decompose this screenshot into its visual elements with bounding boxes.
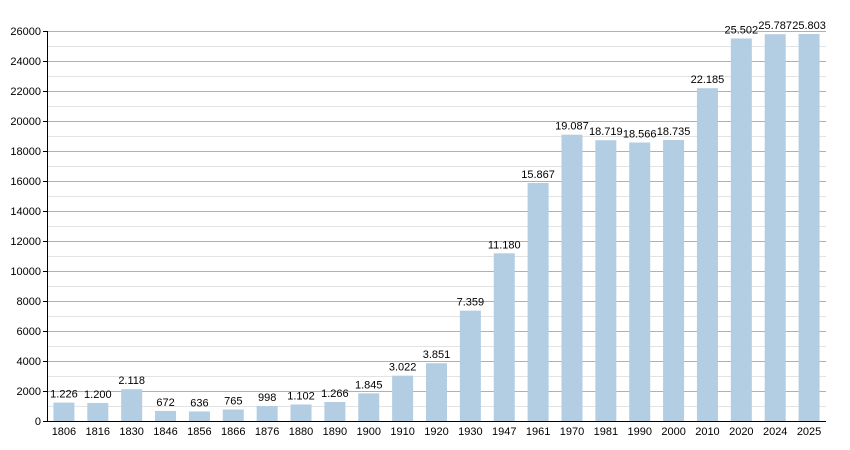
bar — [663, 139, 685, 421]
y-tick-label: 8000 — [17, 296, 41, 308]
bar — [459, 310, 481, 421]
bar — [527, 182, 549, 421]
x-tick-label: 1947 — [492, 426, 516, 438]
bar — [764, 34, 786, 421]
value-label: 3.022 — [389, 362, 417, 374]
x-tick-label: 2020 — [729, 426, 753, 438]
value-label: 22.185 — [691, 74, 725, 86]
y-tick-label: 6000 — [17, 326, 41, 338]
bar — [730, 38, 752, 421]
value-label: 636 — [190, 397, 208, 409]
bar — [493, 253, 515, 421]
value-label: 765 — [224, 396, 242, 408]
y-tick-label: 14000 — [10, 206, 41, 218]
value-label: 18.719 — [589, 126, 623, 138]
axes — [47, 31, 826, 422]
bar — [696, 88, 718, 421]
value-label: 672 — [156, 397, 174, 409]
value-label: 19.087 — [555, 121, 589, 133]
x-tick-label: 1846 — [153, 426, 177, 438]
x-tick-label: 1920 — [424, 426, 448, 438]
value-label: 1.266 — [321, 388, 349, 400]
x-tick-label: 1866 — [221, 426, 245, 438]
x-axis-ticks: 1806 1816 1830 1846 1856 1866 1876 1880 1890 1900… — [52, 426, 822, 438]
y-tick-label: 16000 — [10, 176, 41, 188]
x-tick-label: 1910 — [390, 426, 414, 438]
y-tick-label: 10000 — [10, 266, 41, 278]
bar — [358, 393, 380, 421]
y-tick-label: 22000 — [10, 86, 41, 98]
value-label: 2.118 — [118, 375, 145, 387]
y-tick-label: 12000 — [10, 236, 41, 248]
bar — [87, 403, 109, 421]
bar — [426, 363, 447, 421]
y-tick-label: 26000 — [10, 26, 41, 38]
x-tick-label: 1981 — [594, 426, 618, 438]
x-tick-label: 2024 — [763, 426, 787, 438]
x-tick-label: 2025 — [797, 426, 821, 438]
x-tick-label: 1876 — [255, 426, 279, 438]
bar — [561, 134, 583, 421]
x-tick-label: 1970 — [560, 426, 584, 438]
x-tick-label: 1961 — [526, 426, 550, 438]
value-label: 25.502 — [724, 24, 758, 36]
bars — [53, 33, 820, 422]
value-label: 1.102 — [287, 390, 315, 402]
value-label: 3.851 — [423, 349, 451, 361]
x-tick-label: 1890 — [323, 426, 347, 438]
y-axis-ticks: 0 2000 4000 6000 8000 10000 12000 14000 16000 180… — [10, 26, 47, 428]
x-tick-label: 1880 — [289, 426, 313, 438]
x-tick-label: 1856 — [187, 426, 211, 438]
bar — [222, 409, 244, 421]
bar — [324, 402, 346, 421]
bar — [256, 406, 278, 421]
x-tick-label: 2010 — [695, 426, 719, 438]
bar — [798, 33, 820, 422]
value-labels: 1.226 1.200 2.118 672 636 765 998 1.102 1.266 1.8… — [50, 20, 826, 410]
value-label: 1.845 — [355, 379, 383, 391]
y-tick-label: 18000 — [10, 146, 41, 158]
x-tick-label: 2000 — [661, 426, 685, 438]
value-label: 18.735 — [657, 126, 691, 138]
bar — [53, 402, 75, 421]
x-tick-label: 1806 — [52, 426, 76, 438]
x-tick-label: 1830 — [119, 426, 143, 438]
value-label: 18.566 — [623, 129, 657, 141]
bar — [392, 375, 414, 421]
bar — [629, 142, 651, 421]
bar — [121, 389, 143, 421]
value-label: 1.226 — [50, 389, 78, 401]
y-tick-label: 2000 — [17, 386, 41, 398]
x-tick-label: 1900 — [357, 426, 381, 438]
bar — [155, 410, 177, 421]
x-tick-label: 1816 — [86, 426, 110, 438]
y-tick-label: 20000 — [10, 116, 41, 128]
value-label: 1.200 — [84, 389, 112, 401]
value-label: 11.180 — [488, 239, 521, 251]
bar — [188, 411, 210, 421]
x-tick-label: 1990 — [627, 426, 651, 438]
value-label: 25.803 — [792, 20, 826, 32]
y-tick-label: 0 — [35, 416, 41, 428]
bar — [595, 140, 617, 421]
x-tick-label: 1930 — [458, 426, 482, 438]
value-label: 15.867 — [521, 169, 555, 181]
y-tick-label: 4000 — [17, 356, 41, 368]
bar — [290, 404, 312, 421]
value-label: 25.787 — [758, 20, 792, 32]
value-label: 7.359 — [457, 297, 485, 309]
value-label: 998 — [258, 392, 276, 404]
y-tick-label: 24000 — [10, 56, 41, 68]
